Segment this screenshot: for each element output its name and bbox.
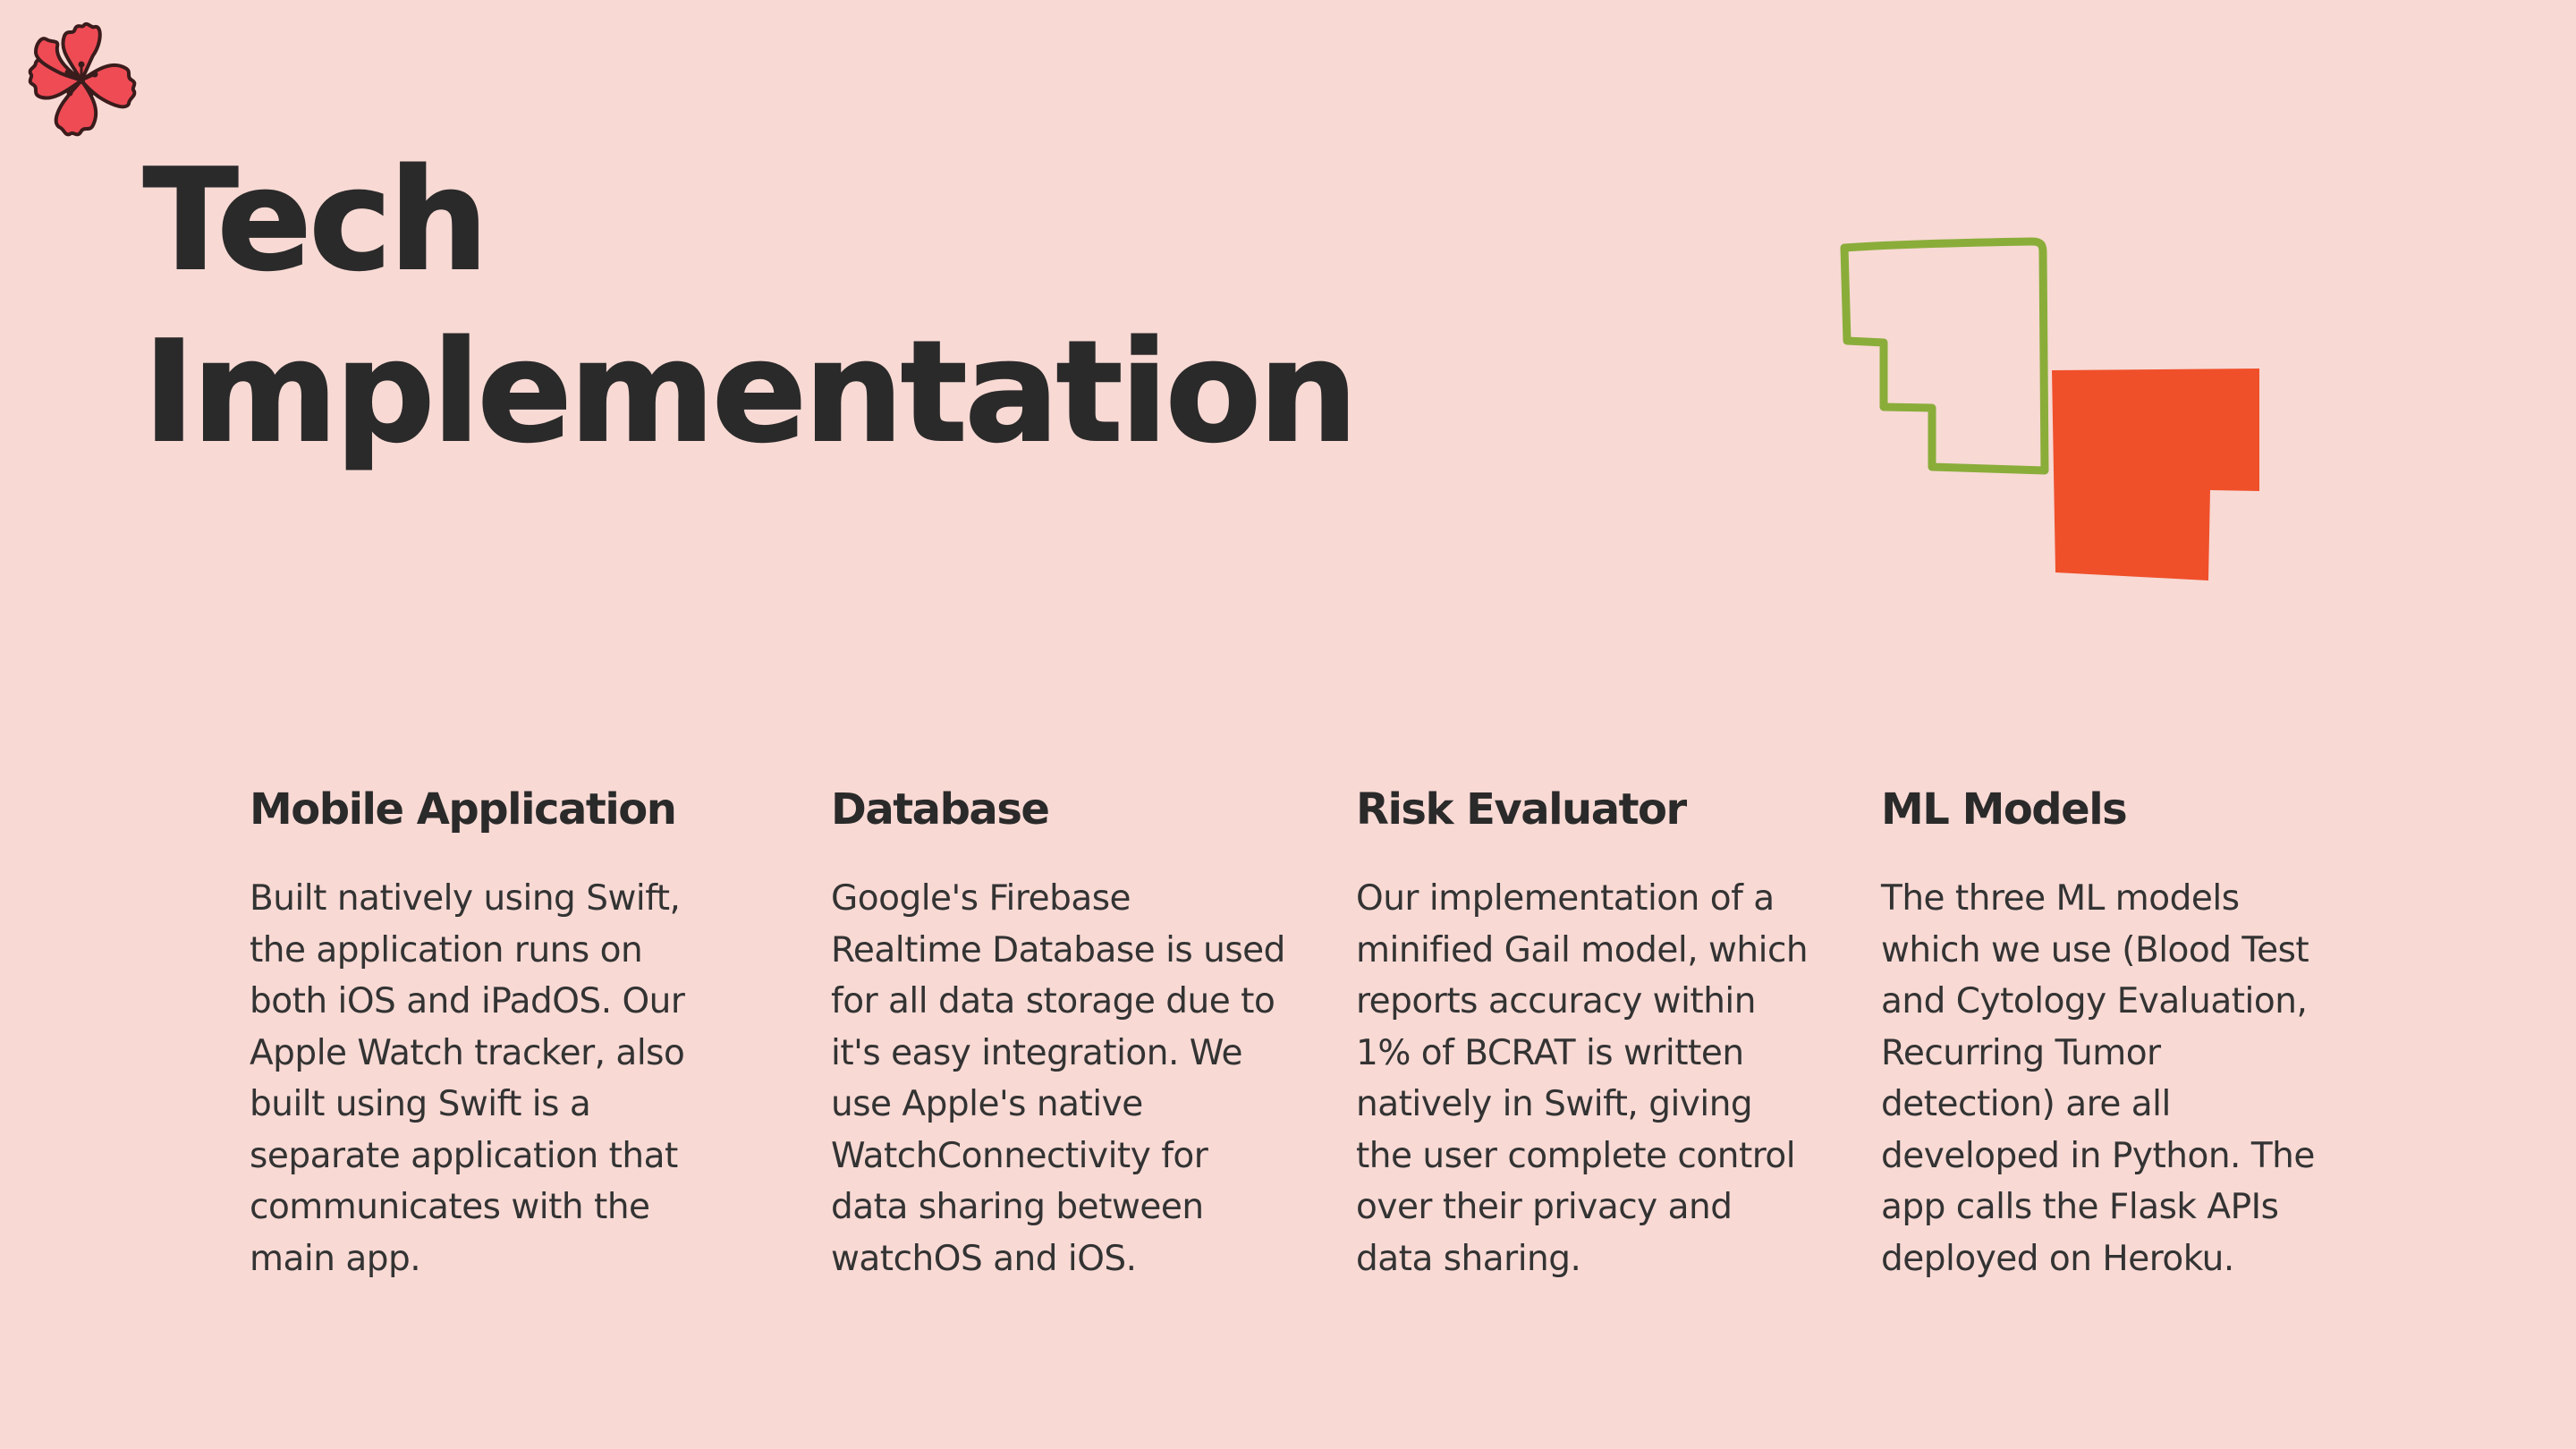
column-ml-models: ML Models The three ML models which we u… <box>1881 778 2315 1284</box>
column-heading: Database <box>831 784 1050 835</box>
body-line: built using Swift is a <box>250 1084 591 1124</box>
body-line: use Apple's native <box>831 1084 1143 1124</box>
body-line: developed in Python. The <box>1881 1135 2315 1176</box>
body-line: Recurring Tumor <box>1881 1032 2161 1073</box>
body-line: detection) are all <box>1881 1084 2171 1124</box>
flower-icon <box>28 21 137 137</box>
column-body: Google's Firebase Realtime Database is u… <box>831 873 1285 1284</box>
body-line: Apple Watch tracker, also <box>250 1032 685 1073</box>
body-line: Realtime Database is used <box>831 929 1285 970</box>
green-outline <box>1840 237 2049 475</box>
body-line: WatchConnectivity for <box>831 1135 1208 1176</box>
body-line: separate application that <box>250 1135 678 1176</box>
body-line: which we use (Blood Test <box>1881 929 2309 970</box>
page-title: Tech Implementation <box>142 134 1359 478</box>
body-line: Our implementation of a <box>1356 878 1775 919</box>
column-risk-evaluator: Risk Evaluator Our implementation of a m… <box>1356 778 1809 1284</box>
body-line: natively in Swift, giving <box>1356 1084 1753 1124</box>
body-line: it's easy integration. We <box>831 1032 1243 1073</box>
body-line: the user complete control <box>1356 1135 1796 1176</box>
body-line: data sharing. <box>1356 1238 1581 1279</box>
body-line: The three ML models <box>1881 878 2240 919</box>
body-line: Google's Firebase <box>831 878 1131 919</box>
body-line: for all data storage due to <box>831 981 1275 1021</box>
title-line-1: Tech <box>142 138 489 302</box>
column-body: Built natively using Swift, the applicat… <box>250 873 685 1284</box>
column-mobile-application: Mobile Application Built natively using … <box>250 778 685 1284</box>
column-database: Database Google's Firebase Realtime Data… <box>831 778 1285 1284</box>
column-heading: Risk Evaluator <box>1356 784 1687 835</box>
overlapping-squares-shape <box>1840 237 2259 580</box>
body-line: data sharing between <box>831 1187 1204 1227</box>
body-line: the application runs on <box>250 929 643 970</box>
body-line: and Cytology Evaluation, <box>1881 981 2308 1021</box>
title-line-2: Implementation <box>142 309 1359 474</box>
body-line: both iOS and iPadOS. Our <box>250 981 685 1021</box>
body-line: over their privacy and <box>1356 1187 1733 1227</box>
column-body: The three ML models which we use (Blood … <box>1881 873 2315 1284</box>
body-line: deployed on Heroku. <box>1881 1238 2234 1279</box>
red-block <box>2052 369 2259 580</box>
body-line: watchOS and iOS. <box>831 1238 1137 1279</box>
body-line: Built natively using Swift, <box>250 878 681 919</box>
body-line: communicates with the <box>250 1187 650 1227</box>
body-line: reports accuracy within <box>1356 981 1756 1021</box>
body-line: main app. <box>250 1238 421 1279</box>
body-line: app calls the Flask APIs <box>1881 1187 2279 1227</box>
body-line: minified Gail model, which <box>1356 929 1809 970</box>
column-body: Our implementation of a minified Gail mo… <box>1356 873 1809 1284</box>
column-heading: Mobile Application <box>250 784 677 835</box>
column-heading: ML Models <box>1881 784 2128 835</box>
body-line: 1% of BCRAT is written <box>1356 1032 1744 1073</box>
